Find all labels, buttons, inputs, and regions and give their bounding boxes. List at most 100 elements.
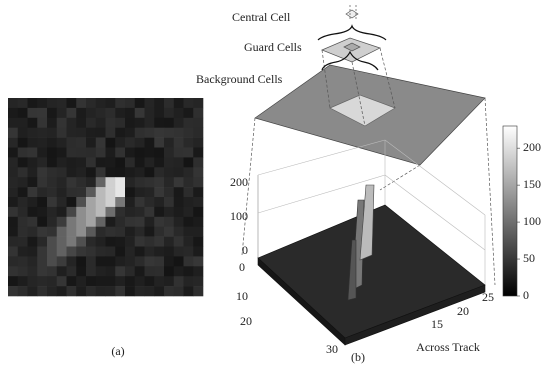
pixel: [125, 266, 136, 277]
label-central: Central Cell: [232, 10, 291, 24]
pixel: [115, 236, 126, 247]
pixel: [125, 147, 136, 158]
z-tick-label: 100: [230, 209, 248, 223]
pixel: [37, 246, 48, 257]
pixel: [27, 206, 38, 218]
pixel: [47, 187, 58, 198]
colorbar-tick-label: 0: [523, 288, 529, 302]
pixel: [154, 216, 165, 227]
pixel: [125, 167, 136, 178]
pixel: [27, 137, 38, 148]
pixel: [134, 206, 145, 218]
pixel: [56, 206, 67, 218]
pixel: [134, 167, 145, 178]
pixel: [76, 98, 87, 109]
pixel: [47, 157, 58, 168]
pixel: [164, 246, 175, 257]
pixel: [37, 147, 48, 158]
pixel: [164, 157, 175, 168]
pixel: [164, 167, 175, 178]
pixel: [86, 137, 97, 148]
pixel: [125, 286, 136, 297]
pixel: [154, 177, 165, 188]
pixel: [66, 216, 77, 227]
pixel: [125, 137, 136, 148]
pixel: [173, 117, 184, 128]
pixel: [154, 147, 165, 158]
pixel: [134, 127, 145, 138]
pixel: [134, 98, 145, 109]
pixel: [76, 246, 87, 257]
pixel: [95, 177, 106, 188]
pixel: [164, 216, 175, 227]
pixel: [125, 226, 136, 237]
pixel: [134, 187, 145, 198]
pixel: [115, 206, 126, 218]
pixel: [144, 177, 155, 188]
pixel: [27, 286, 38, 297]
pixel: [66, 266, 77, 277]
pixel: [115, 216, 126, 227]
pixel: [86, 197, 97, 208]
pixel: [37, 98, 48, 109]
pixel: [125, 127, 136, 138]
pixel: [95, 226, 106, 237]
pixel: [193, 216, 204, 227]
pixel: [193, 167, 204, 178]
pixel: [125, 197, 136, 208]
pixel: [8, 266, 19, 277]
pixel: [144, 226, 155, 237]
colorbar-tick-label: 100: [523, 214, 541, 228]
pixel: [56, 256, 67, 267]
pixel: [134, 216, 145, 227]
pixel: [95, 127, 106, 138]
pixel: [27, 157, 38, 168]
pixel: [193, 226, 204, 237]
pixel: [193, 127, 204, 138]
pixel: [134, 157, 145, 168]
pixel: [95, 236, 106, 247]
pixel: [76, 177, 87, 188]
pixel: [86, 216, 97, 227]
pixel: [66, 137, 77, 148]
pixel: [105, 98, 116, 109]
pixel: [66, 256, 77, 267]
pixel: [134, 256, 145, 267]
pixel: [86, 167, 97, 178]
pixel: [95, 98, 106, 109]
pixel: [115, 197, 126, 208]
pixel: [105, 117, 116, 128]
pixel: [173, 137, 184, 148]
pixel: [37, 276, 48, 287]
pixel: [27, 147, 38, 158]
pixel: [86, 98, 97, 109]
pixel: [154, 246, 165, 257]
pixel: [95, 206, 106, 218]
pixel: [17, 246, 28, 257]
pixel: [183, 216, 194, 227]
pixel: [37, 226, 48, 237]
pixel: [76, 206, 87, 218]
pixel: [66, 206, 77, 218]
pixel: [95, 157, 106, 168]
pixel: [134, 137, 145, 148]
pixel: [37, 157, 48, 168]
pixel: [66, 147, 77, 158]
pixel: [173, 98, 184, 109]
pixel: [125, 177, 136, 188]
pixel: [115, 157, 126, 168]
pixel: [47, 167, 58, 178]
guard-hole: [343, 42, 361, 52]
pixel: [76, 226, 87, 237]
spike: [359, 184, 375, 261]
pixel: [17, 276, 28, 287]
pixel: [125, 206, 136, 218]
pixel: [125, 246, 136, 257]
brace: [321, 50, 379, 71]
pixel: [86, 266, 97, 277]
pixel: [193, 266, 204, 277]
pixel: [8, 236, 19, 247]
pixel: [95, 276, 106, 287]
pixel: [86, 226, 97, 237]
pixel: [144, 147, 155, 158]
